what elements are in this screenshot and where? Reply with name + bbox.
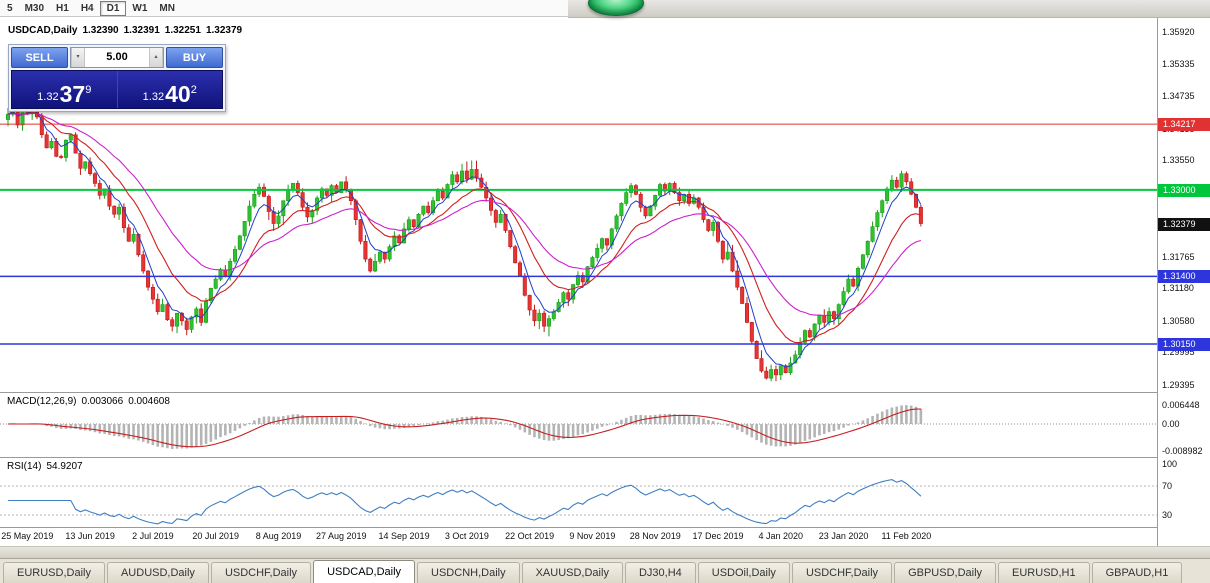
ohlc-open: 1.32390 <box>82 25 119 36</box>
macd-value-signal: 0.004608 <box>128 396 170 407</box>
buy-price-prefix: 1.32 <box>142 91 165 103</box>
ohlc-close: 1.32379 <box>205 25 243 36</box>
sell-price-prefix: 1.32 <box>37 91 59 103</box>
price-tag-1.34217: 1.34217 <box>1158 118 1210 132</box>
chart-tab-XAUUSD,Daily[interactable]: XAUUSD,Daily <box>521 562 623 583</box>
price-axis-label-1.29395: 1.29395 <box>1162 379 1195 390</box>
rsi-label: RSI(14) 54.9207 <box>7 461 88 472</box>
chart-tab-DJ30,H4[interactable]: DJ30,H4 <box>624 562 696 583</box>
price-axis[interactable]: 1.359201.353351.347351.341351.335501.329… <box>1158 17 1210 546</box>
date-label-2-Jul-2019: 2 Jul 2019 <box>132 531 174 541</box>
timeframe-button-W1[interactable]: W1 <box>132 2 148 14</box>
rsi-axis-label-100: 100 <box>1162 459 1178 470</box>
price-axis-label-1.31765: 1.31765 <box>1162 251 1195 262</box>
price-tag-1.31400: 1.31400 <box>1158 270 1210 284</box>
chart-tab-USDCHF,Daily[interactable]: USDCHF,Daily <box>210 562 312 583</box>
date-label-28-Nov-2019: 28 Nov 2019 <box>629 531 681 541</box>
macd-axis-label-0.00: 0.00 <box>1162 419 1180 429</box>
price-axis-border <box>1157 17 1158 546</box>
date-label-23-Jan-2020: 23 Jan 2020 <box>818 531 869 541</box>
macd-label: MACD(12,26,9) 0.003066 0.004608 <box>7 396 175 407</box>
date-label-22-Oct-2019: 22 Oct 2019 <box>505 531 555 541</box>
sell-price-display[interactable]: 1.32 37 9 <box>12 71 117 108</box>
date-label-17-Dec-2019: 17 Dec 2019 <box>692 531 744 541</box>
buy-button[interactable]: BUY <box>166 47 223 68</box>
date-label-20-Jul-2019: 20 Jul 2019 <box>192 531 239 541</box>
macd-name: MACD(12,26,9) <box>7 396 77 407</box>
price-axis-label-1.35335: 1.35335 <box>1162 58 1195 69</box>
horizontal-scrollbar[interactable] <box>0 546 1210 558</box>
date-label-25-May-2019: 25 May 2019 <box>1 531 54 541</box>
chart-tab-USDCAD,Daily[interactable]: USDCAD,Daily <box>313 560 416 583</box>
macd-axis-label-0.006448: 0.006448 <box>1162 399 1200 410</box>
macd-axis-label--0.008982: -0.008982 <box>1162 445 1203 456</box>
panel-separator-macd[interactable] <box>0 392 1210 393</box>
panel-separator-dateaxis <box>0 527 1210 528</box>
date-label-3-Oct-2019: 3 Oct 2019 <box>444 531 489 541</box>
timeframe-button-H4[interactable]: H4 <box>80 2 94 14</box>
buy-price-display[interactable]: 1.32 40 2 <box>116 71 222 108</box>
panel-separator-rsi[interactable] <box>0 457 1210 458</box>
sell-button[interactable]: SELL <box>11 47 68 68</box>
buy-price-big: 40 <box>165 81 191 107</box>
date-label-9-Nov-2019: 9 Nov 2019 <box>569 531 616 541</box>
timeframe-button-M30[interactable]: M30 <box>24 2 45 14</box>
buy-price-sup: 2 <box>190 84 197 96</box>
one-click-trading-panel: SELL ▾ 5.00 ▴ BUY 1.32 37 9 1.32 40 2 <box>8 44 226 112</box>
price-axis-label-1.29995: 1.29995 <box>1162 347 1195 358</box>
chart-tab-EURUSD,H1[interactable]: EURUSD,H1 <box>998 562 1090 583</box>
date-label-8-Aug-2019: 8 Aug 2019 <box>255 531 302 541</box>
sell-price-big: 37 <box>59 81 86 107</box>
chart-tab-GBPAUD,H1[interactable]: GBPAUD,H1 <box>1091 562 1183 583</box>
date-label-13-Jun-2019: 13 Jun 2019 <box>65 531 115 541</box>
price-axis-label-1.31180: 1.31180 <box>1162 283 1194 294</box>
volume-increase-icon[interactable]: ▴ <box>149 48 163 67</box>
rsi-axis-label-30: 30 <box>1162 510 1173 520</box>
timeframe-button-D1[interactable]: D1 <box>99 0 127 16</box>
chart-tab-USDCHF,Daily[interactable]: USDCHF,Daily <box>791 562 893 583</box>
volume-decrease-icon[interactable]: ▾ <box>71 48 85 67</box>
chart-tab-GBPUSD,Daily[interactable]: GBPUSD,Daily <box>894 562 997 583</box>
price-tag-1.32379: 1.32379 <box>1158 217 1210 231</box>
sell-price-sup: 9 <box>85 84 92 96</box>
chart-tab-AUDUSD,Daily[interactable]: AUDUSD,Daily <box>106 562 209 583</box>
chart-symbol-label: USDCAD,Daily <box>8 25 78 36</box>
volume-field[interactable]: ▾ 5.00 ▴ <box>70 47 164 68</box>
chart-tab-EURUSD,Daily[interactable]: EURUSD,Daily <box>3 562 105 583</box>
date-axis[interactable]: 25 May 2019 13 Jun 2019 2 Jul 2019 20 Jul 2… <box>0 527 1157 546</box>
timeframe-button-MN[interactable]: MN <box>159 2 175 14</box>
price-tag-1.33000: 1.33000 <box>1158 183 1210 197</box>
chart-tab-USDOil,Daily[interactable]: USDOil,Daily <box>697 562 790 583</box>
macd-value-main: 0.003066 <box>81 396 124 407</box>
timeframe-button-5[interactable]: 5 <box>7 2 13 14</box>
chart-tabs-bar: EURUSD,Daily AUDUSD,Daily USDCHF,Daily USDC… <box>0 558 1210 583</box>
price-axis-label-1.34735: 1.34735 <box>1162 91 1195 102</box>
price-tag-1.30150: 1.30150 <box>1158 338 1210 352</box>
date-label-14-Sep-2019: 14 Sep 2019 <box>378 531 430 541</box>
date-label-27-Aug-2019: 27 Aug 2019 <box>315 531 367 541</box>
chart-tab-USDCNH,Daily[interactable]: USDCNH,Daily <box>417 562 520 583</box>
date-label-4-Jan-2020: 4 Jan 2020 <box>758 531 804 541</box>
topbar-right-strip <box>568 0 1210 18</box>
ohlc-high: 1.32391 <box>123 25 160 36</box>
ohlc-low: 1.32251 <box>164 25 201 36</box>
price-axis-label-1.35920: 1.35920 <box>1162 27 1195 38</box>
chart-ohlc-info: USDCAD,Daily 1.32390 1.32391 1.32251 1.32379 <box>8 25 247 36</box>
volume-value: 5.00 <box>106 51 128 63</box>
date-label-11-Feb-2020: 11 Feb 2020 <box>881 531 932 541</box>
rsi-axis-label-70: 70 <box>1162 481 1173 491</box>
rsi-name: RSI(14) <box>7 461 42 472</box>
price-axis-label-1.30580: 1.30580 <box>1162 315 1195 326</box>
price-axis-label-1.33550: 1.33550 <box>1162 155 1195 166</box>
timeframe-button-H1[interactable]: H1 <box>56 2 69 14</box>
rsi-value: 54.9207 <box>46 461 83 472</box>
